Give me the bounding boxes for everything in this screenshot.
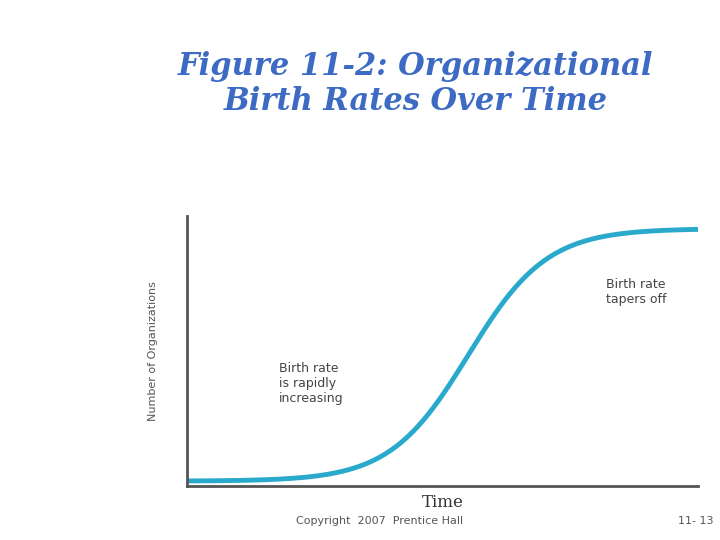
X-axis label: Time: Time: [422, 494, 464, 511]
Text: Figure 11-2: Organizational
Birth Rates Over Time: Figure 11-2: Organizational Birth Rates …: [178, 51, 654, 117]
Text: Copyright  2007  Prentice Hall: Copyright 2007 Prentice Hall: [296, 516, 463, 525]
Text: Birth rate
tapers off: Birth rate tapers off: [606, 278, 667, 306]
Text: Birth rate
is rapidly
increasing: Birth rate is rapidly increasing: [279, 362, 344, 405]
Text: Number of Organizations: Number of Organizations: [148, 281, 158, 421]
Text: 11- 13: 11- 13: [678, 516, 714, 525]
